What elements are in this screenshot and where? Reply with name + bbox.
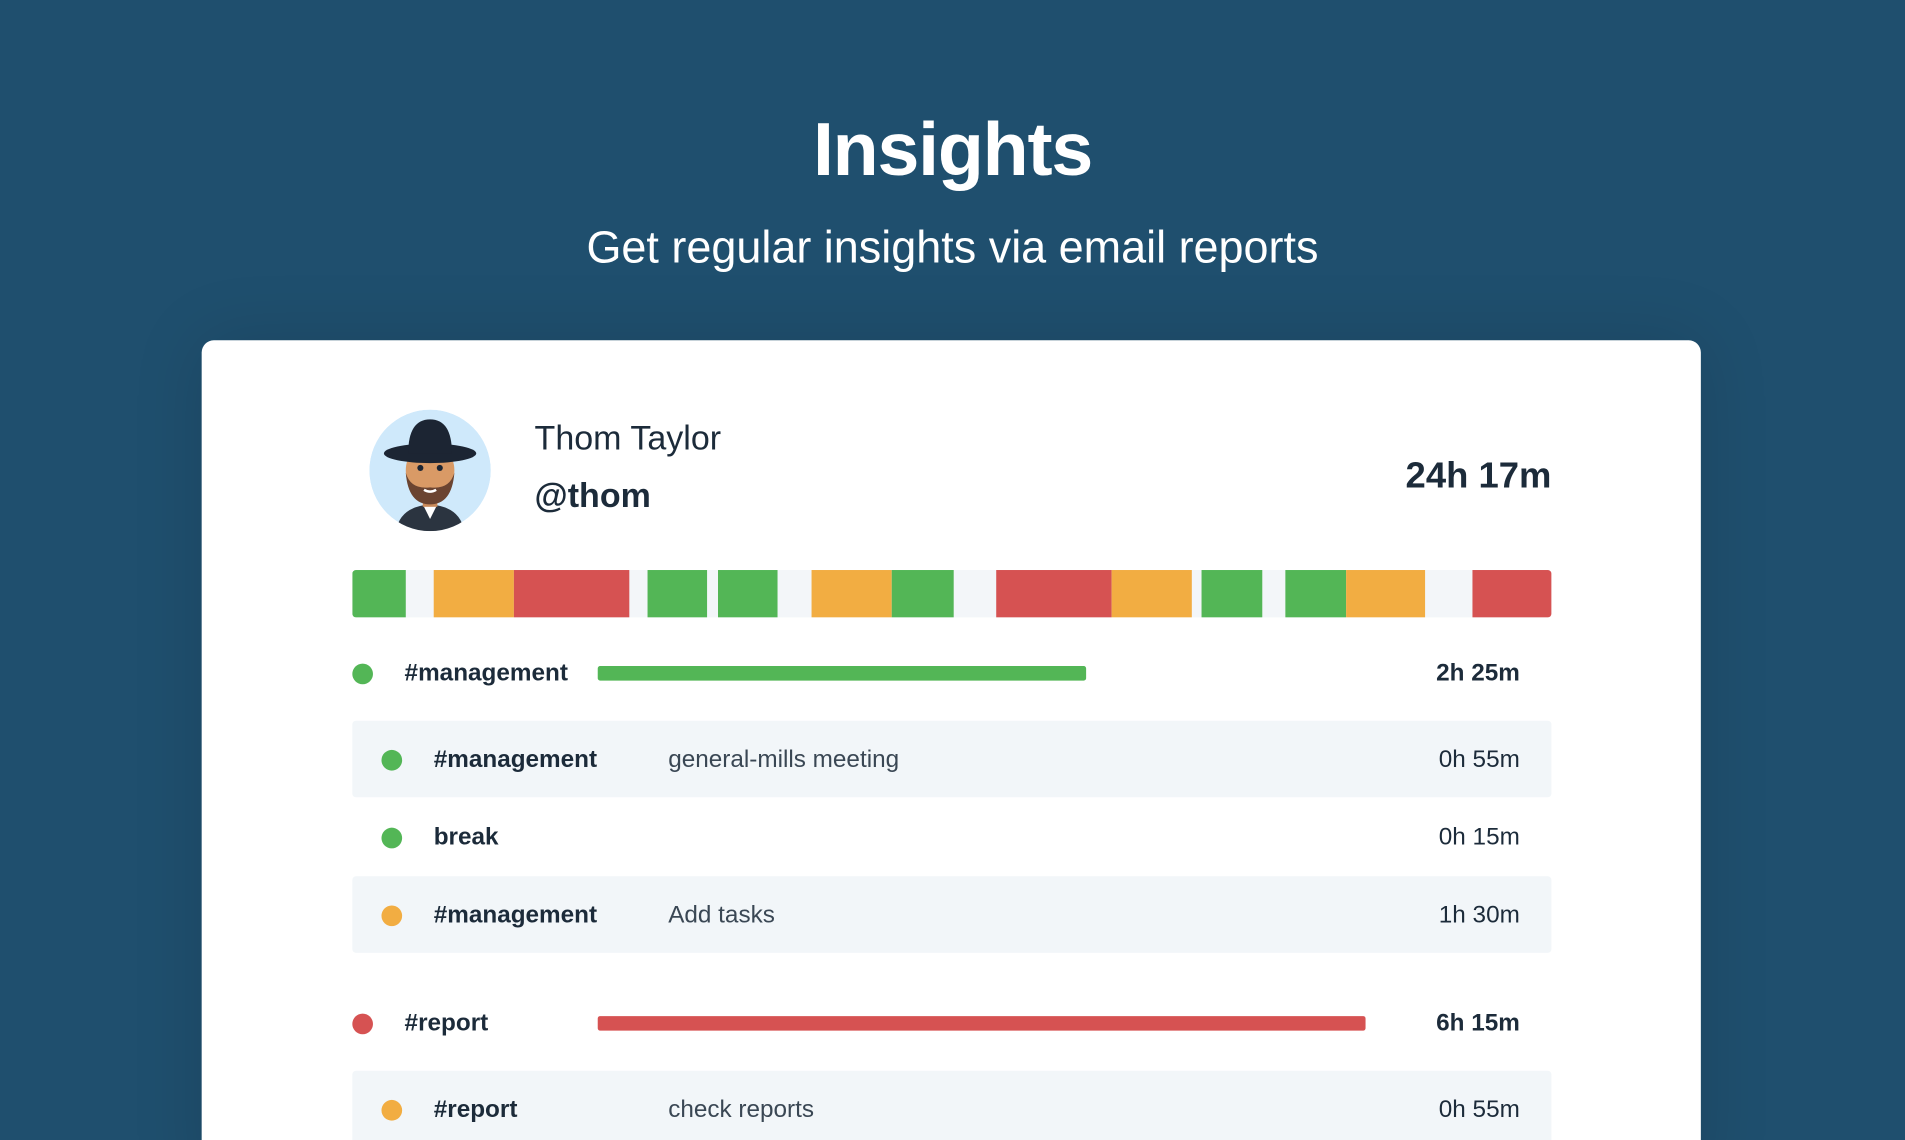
total-time: 24h 17m xyxy=(1405,455,1552,496)
entry-time: 0h 55m xyxy=(1438,746,1520,773)
entry-dot xyxy=(381,749,403,771)
segment xyxy=(1201,570,1263,618)
entry-time: 1h 30m xyxy=(1438,901,1520,929)
entry-tag: #management xyxy=(433,746,598,773)
entry-dot xyxy=(381,827,403,849)
entry-row xyxy=(352,720,1552,798)
group-tag: #management xyxy=(404,659,568,687)
entry-tag: #report xyxy=(433,1096,518,1124)
segment xyxy=(647,570,708,618)
title: Insights xyxy=(812,108,1093,193)
group-dot xyxy=(352,663,373,685)
entry-dot xyxy=(381,905,403,927)
segment xyxy=(1346,570,1426,618)
group-total: 2h 25m xyxy=(1436,659,1520,687)
entry-tag: break xyxy=(433,824,499,851)
entry-description: Add tasks xyxy=(668,901,775,929)
segment xyxy=(1472,570,1552,618)
entry-row xyxy=(352,876,1552,953)
entry-tag: #management xyxy=(433,901,598,929)
group-tag: #report xyxy=(404,1009,489,1037)
segment xyxy=(718,570,778,618)
entry-time: 0h 55m xyxy=(1438,1096,1520,1124)
entry-description: general-mills meeting xyxy=(668,746,900,773)
timeline xyxy=(352,570,1552,618)
segment xyxy=(811,570,892,618)
group-total: 6h 15m xyxy=(1436,1009,1520,1037)
user-name: Thom Taylor xyxy=(534,419,722,457)
entry-row xyxy=(352,1070,1552,1140)
group-bar xyxy=(597,1016,1366,1031)
segment xyxy=(891,570,954,618)
segment xyxy=(996,570,1112,618)
segment xyxy=(513,570,630,618)
entry-time: 0h 15m xyxy=(1438,824,1520,851)
subtitle: Get regular insights via email reports xyxy=(586,222,1319,273)
avatar xyxy=(369,409,491,532)
segment xyxy=(433,570,514,618)
segment xyxy=(352,570,406,618)
entry-description: check reports xyxy=(668,1096,815,1124)
segment xyxy=(1111,570,1192,618)
user-handle: @thom xyxy=(534,476,651,515)
segment xyxy=(1285,570,1347,618)
group-bar xyxy=(597,666,1087,681)
entry-dot xyxy=(381,1099,403,1121)
group-dot xyxy=(352,1013,373,1035)
